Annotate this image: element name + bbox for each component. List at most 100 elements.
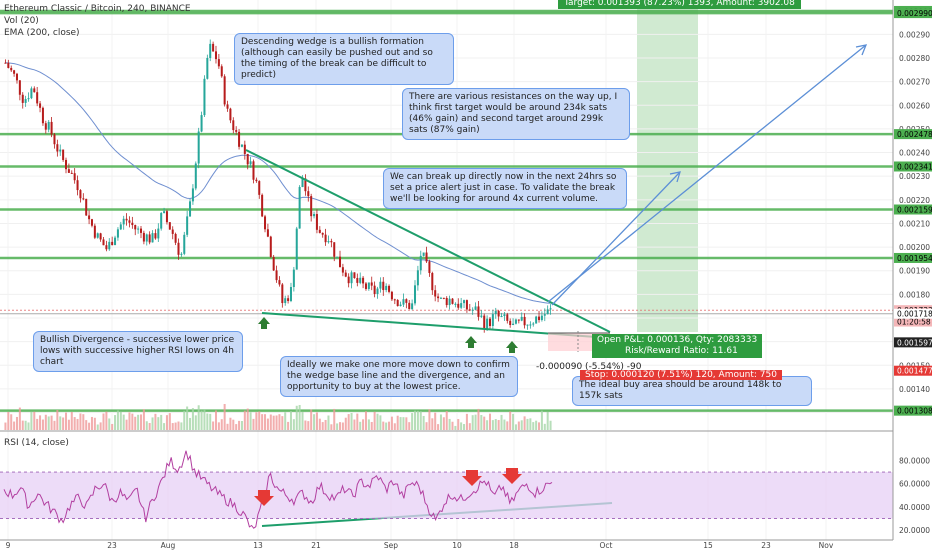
volume-bar bbox=[269, 414, 272, 430]
candle-body bbox=[105, 245, 108, 250]
price-axis[interactable]: 0.002900.002800.002700.002600.002500.002… bbox=[899, 30, 930, 417]
volume-bar bbox=[18, 407, 21, 430]
volume-bar bbox=[116, 410, 119, 430]
candle-body bbox=[255, 179, 258, 182]
volume-bar bbox=[318, 418, 321, 430]
volume-bar bbox=[339, 422, 342, 430]
candle-body bbox=[209, 43, 212, 58]
volume-bar bbox=[246, 408, 249, 430]
volume-bar bbox=[232, 419, 235, 430]
x-tick-label: Sep bbox=[384, 541, 398, 550]
candle-body bbox=[246, 153, 249, 165]
candle-body bbox=[278, 280, 281, 285]
candle-body bbox=[376, 288, 379, 294]
candle-body bbox=[229, 108, 232, 121]
price-tag-bg bbox=[894, 252, 932, 263]
candle-body bbox=[13, 70, 16, 74]
time-axis[interactable]: 9 23 Aug 13 21 Sep 10 18 Oct 15 23 Nov bbox=[6, 541, 834, 550]
volume-bar bbox=[509, 411, 512, 430]
callout-divergence[interactable]: Bullish Divergence - successive lower pr… bbox=[33, 331, 243, 372]
volume-bar bbox=[41, 419, 44, 430]
volume-bar bbox=[408, 422, 411, 430]
rsi-line bbox=[3, 450, 553, 529]
volume-bar bbox=[535, 420, 538, 430]
candle-body bbox=[76, 180, 79, 191]
volume-bar bbox=[413, 410, 417, 430]
volume-bar bbox=[160, 414, 163, 430]
callout-breakup[interactable]: We can break up directly now in the next… bbox=[383, 168, 627, 209]
volume-bar bbox=[128, 412, 131, 430]
volume-bar bbox=[223, 404, 226, 430]
callout-wedge[interactable]: Descending wedge is a bullish formation … bbox=[234, 33, 454, 85]
candle-body bbox=[157, 228, 160, 239]
volume-bar bbox=[252, 418, 255, 430]
price-tags: 0.0029990.0029900.0024780.0023410.002159… bbox=[894, 5, 932, 416]
x-tick-label: Oct bbox=[600, 541, 613, 550]
candle-body bbox=[116, 229, 119, 238]
candle-body bbox=[465, 300, 468, 310]
candle-body bbox=[538, 316, 541, 321]
volume-bar bbox=[388, 421, 391, 430]
candle-body bbox=[142, 232, 145, 242]
candle-body bbox=[488, 318, 491, 326]
volume-bar bbox=[53, 420, 56, 430]
candle-body bbox=[422, 252, 425, 256]
volume-bar bbox=[442, 417, 445, 430]
volume-bar bbox=[488, 413, 491, 430]
price-tag-label: 0.001718 bbox=[897, 310, 932, 319]
candle-body bbox=[434, 290, 437, 297]
volume-bar bbox=[356, 413, 359, 430]
callout-resistances[interactable]: There are various resistances on the way… bbox=[402, 88, 630, 140]
volume-bar bbox=[88, 422, 91, 430]
volume-bar bbox=[538, 422, 541, 430]
candle-body bbox=[183, 234, 186, 254]
candle-body bbox=[99, 233, 102, 240]
callout-ideally[interactable]: Ideally we make one more move down to co… bbox=[280, 356, 518, 397]
callout-buy-area[interactable]: The ideal buy area should be around 148k… bbox=[572, 376, 812, 406]
arrow-target-1 bbox=[551, 171, 681, 306]
volume-bar bbox=[405, 417, 408, 430]
volume-bar bbox=[249, 412, 252, 430]
price-tag-bg bbox=[894, 308, 932, 319]
candle-body bbox=[252, 161, 255, 180]
volume-bar bbox=[468, 423, 471, 430]
candle-body bbox=[514, 319, 517, 324]
candle-body bbox=[301, 178, 304, 188]
volume-bar bbox=[399, 417, 402, 430]
candle-body bbox=[238, 131, 241, 147]
candle-body bbox=[463, 300, 466, 304]
candle-body bbox=[88, 215, 91, 220]
candle-body bbox=[413, 285, 417, 304]
volume-bar bbox=[99, 422, 102, 430]
volume-bar bbox=[114, 415, 117, 430]
candle-body bbox=[494, 310, 497, 315]
rsi-axis[interactable]: 80.0000 60.0000 40.0000 20.0000 bbox=[899, 456, 930, 535]
volume-bar bbox=[90, 416, 93, 430]
volume-bar bbox=[157, 417, 160, 430]
candle-body bbox=[304, 178, 307, 192]
candle-body bbox=[408, 302, 411, 310]
x-tick-label: 23 bbox=[761, 541, 771, 550]
volume-bar bbox=[341, 422, 344, 430]
candle-body bbox=[292, 269, 295, 288]
candle-body bbox=[189, 201, 192, 217]
candle-body bbox=[79, 190, 82, 199]
arrow-down-icon bbox=[502, 468, 522, 484]
price-tag-label: 0.001954 bbox=[897, 254, 932, 263]
rsi-grid bbox=[0, 471, 893, 519]
x-tick-label: Nov bbox=[819, 541, 834, 550]
candle-body bbox=[526, 324, 529, 326]
volume-bar bbox=[517, 421, 520, 430]
stop-label: Stop: 0.000120 (7.51%) 120, Amount: 750 bbox=[580, 370, 782, 380]
price-tag-label: 0.001597 bbox=[897, 338, 932, 347]
volume-bar bbox=[362, 419, 365, 430]
volume-bar bbox=[76, 418, 79, 430]
price-tag-bg bbox=[894, 316, 932, 327]
volume-bar bbox=[292, 419, 295, 430]
candle-body bbox=[269, 236, 272, 257]
price-tag-bg bbox=[894, 8, 932, 19]
volume-bar bbox=[451, 421, 454, 430]
candle-body bbox=[62, 149, 65, 160]
